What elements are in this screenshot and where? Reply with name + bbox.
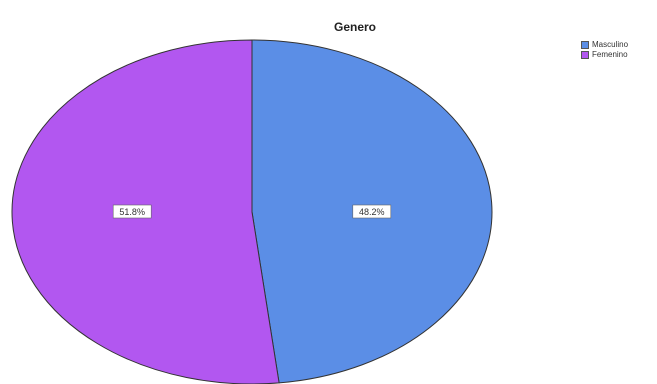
slice-label-masculino: 48.2% <box>352 204 392 219</box>
legend-label-femenino: Femenino <box>592 50 628 59</box>
slices-layer <box>11 39 493 384</box>
legend-label-masculino: Masculino <box>592 40 629 49</box>
slice-label-femenino: 51.8% <box>112 204 152 219</box>
legend-swatch-masculino <box>581 41 589 49</box>
slice-label-box <box>352 204 392 219</box>
chart-title: Genero <box>333 20 376 34</box>
slice-label-text: 48.2% <box>359 207 385 217</box>
slice-label-box <box>112 204 152 219</box>
legend: Masculino Femenino <box>581 40 628 60</box>
slice-label-text: 51.8% <box>119 207 145 217</box>
legend-item-masculino: Masculino <box>581 40 628 50</box>
legend-item-femenino: Femenino <box>581 50 628 60</box>
legend-swatch-femenino <box>581 51 589 59</box>
slice-labels-layer: 48.2% 51.8% <box>112 204 392 219</box>
